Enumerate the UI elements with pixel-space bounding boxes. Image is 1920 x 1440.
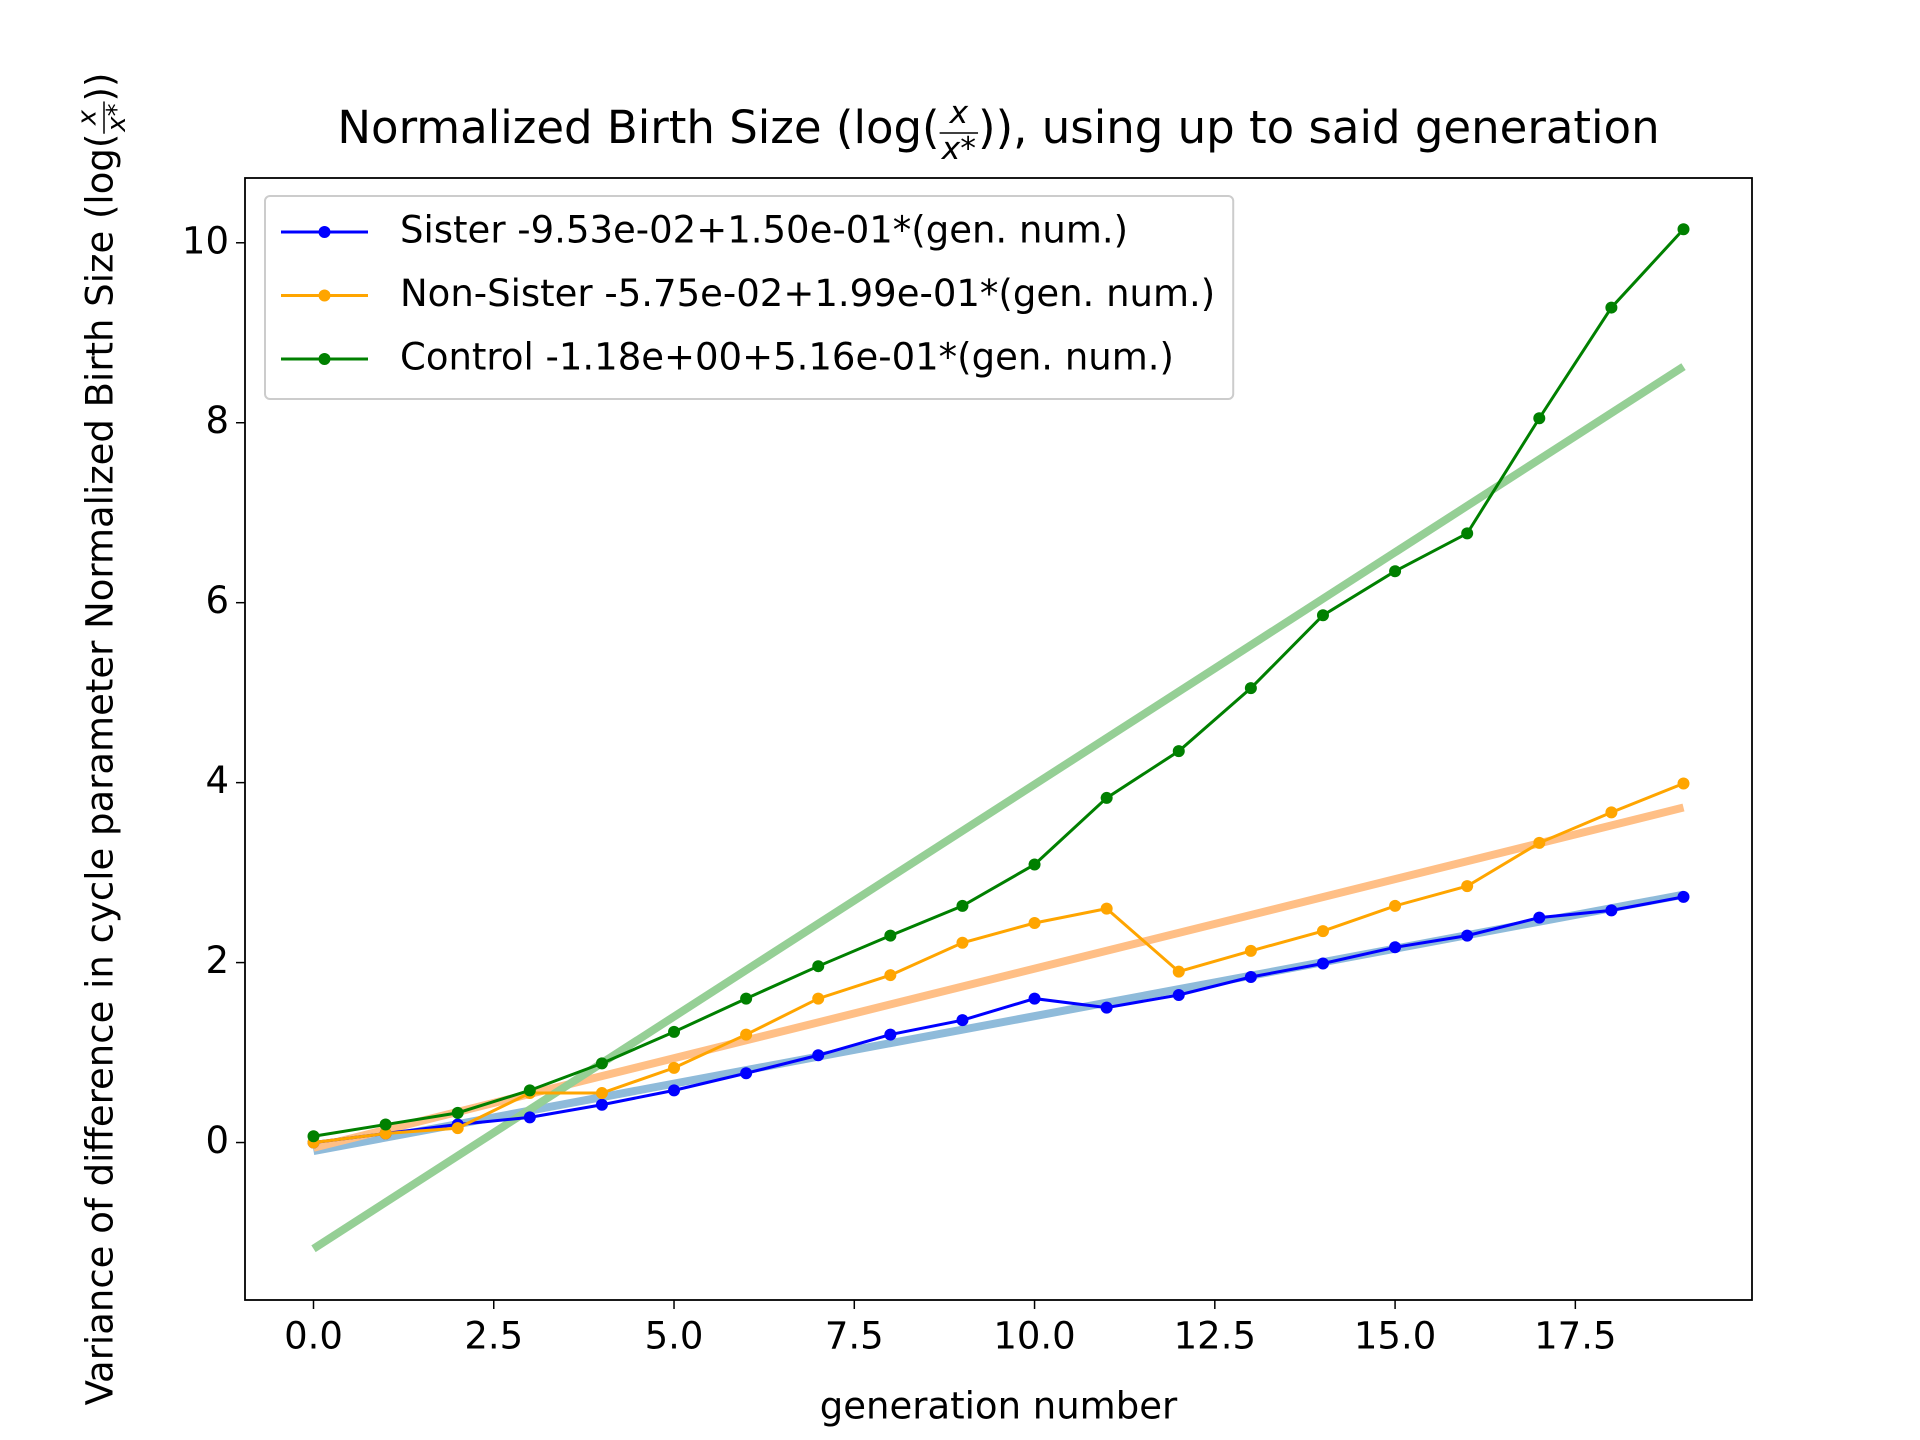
chart-title-prefix: Normalized Birth Size (log( <box>337 101 939 154</box>
y-tick-label: 0 <box>205 1119 229 1162</box>
data-point <box>1389 565 1402 578</box>
data-point <box>1028 858 1041 871</box>
data-point <box>740 992 753 1005</box>
data-point <box>668 1084 681 1097</box>
data-point <box>1533 412 1546 425</box>
x-tick-label: 12.5 <box>1174 1315 1256 1358</box>
data-point <box>740 1067 753 1080</box>
data-point <box>1605 301 1618 314</box>
data-point <box>1461 880 1474 893</box>
data-point <box>1605 904 1618 917</box>
legend-marker <box>318 353 331 365</box>
data-point <box>956 936 969 949</box>
series-line <box>313 895 1684 1145</box>
data-point <box>451 1106 464 1119</box>
data-point <box>884 1028 897 1041</box>
data-point <box>451 1122 464 1135</box>
fit-line <box>312 803 1685 1152</box>
legend-label: Non-Sister -5.75e-02+1.99e-01*(gen. num.… <box>400 272 1215 315</box>
y-axis-label-numerator: x <box>72 109 102 126</box>
data-point <box>1028 917 1041 930</box>
legend-label: Control -1.18e+00+5.16e-01*(gen. num.) <box>400 336 1174 379</box>
x-tick-label: 10.0 <box>993 1315 1075 1358</box>
data-point <box>1389 941 1402 954</box>
legend-marker <box>318 226 331 238</box>
data-point <box>1605 806 1618 819</box>
data-point <box>812 960 825 973</box>
data-point <box>523 1111 536 1124</box>
data-point <box>812 992 825 1005</box>
data-point <box>1677 223 1690 236</box>
data-point <box>1244 970 1257 983</box>
series-line <box>313 782 1685 1145</box>
data-point <box>956 1014 969 1027</box>
y-tick-label: 2 <box>205 939 229 982</box>
data-point <box>1316 957 1329 970</box>
data-point <box>668 1061 681 1074</box>
data-point <box>740 1028 753 1041</box>
data-point <box>595 1087 608 1100</box>
x-tick-label: 0.0 <box>284 1315 343 1358</box>
legend-label: Sister -9.53e-02+1.50e-01*(gen. num.) <box>400 209 1128 252</box>
y-axis-label-suffix: )) <box>79 73 122 102</box>
y-axis-label: Variance of difference in cycle paramete… <box>72 73 132 1406</box>
data-point <box>1172 965 1185 978</box>
data-point <box>1172 988 1185 1001</box>
data-point <box>1100 1001 1113 1014</box>
legend-box <box>264 195 1235 400</box>
data-point <box>812 1049 825 1062</box>
data-point <box>1028 992 1041 1005</box>
chart-title: Normalized Birth Size (log( xx*)), using … <box>337 95 1659 167</box>
x-tick-label: 15.0 <box>1354 1315 1436 1358</box>
data-point <box>1389 899 1402 912</box>
x-tick-label: 5.0 <box>645 1315 704 1358</box>
y-axis-label-group: Variance of difference in cycle paramete… <box>72 73 132 1406</box>
data-point <box>1461 527 1474 540</box>
legend-marker <box>318 289 331 302</box>
data-point <box>668 1025 681 1038</box>
data-point <box>956 899 969 912</box>
chart-title-numerator: x <box>949 95 969 131</box>
data-point <box>884 969 897 982</box>
data-point <box>379 1118 392 1131</box>
data-point <box>1244 682 1257 695</box>
data-point <box>1100 902 1113 915</box>
x-axis-label: generation number <box>820 1385 1178 1428</box>
x-tick-label: 17.5 <box>1534 1315 1616 1358</box>
data-point <box>595 1098 608 1111</box>
chart-title-suffix: )), using up to said generation <box>978 101 1660 154</box>
data-point <box>1677 890 1690 903</box>
data-point <box>1677 777 1690 790</box>
y-tick-label: 8 <box>205 399 229 442</box>
y-tick-label: 6 <box>205 579 229 622</box>
data-point <box>1244 944 1257 957</box>
data-point <box>307 1130 320 1143</box>
data-point <box>1461 929 1474 942</box>
data-point <box>884 929 897 942</box>
plot-area <box>307 223 1690 1253</box>
data-point <box>379 1127 392 1140</box>
data-point <box>595 1057 608 1070</box>
legend: Sister -9.53e-02+1.50e-01*(gen. num.) Non… <box>264 195 1235 400</box>
x-tick-label: 7.5 <box>825 1315 884 1358</box>
y-tick-label: 4 <box>205 759 229 802</box>
data-point <box>1533 911 1546 924</box>
fit-line <box>311 363 1686 1253</box>
series-line <box>313 228 1685 1138</box>
data-point <box>1316 925 1329 938</box>
y-tick-label: 10 <box>182 219 229 262</box>
chart-title-denominator: x* <box>941 131 976 167</box>
axes-frame <box>244 177 1753 1301</box>
data-point <box>1316 609 1329 622</box>
y-axis-label-denominator: x* <box>102 103 132 132</box>
x-tick-label: 2.5 <box>464 1315 523 1358</box>
data-point <box>523 1084 536 1097</box>
data-point <box>1533 836 1546 849</box>
data-point <box>1172 745 1185 758</box>
data-point <box>1100 791 1113 804</box>
y-axis-label-prefix: Variance of difference in cycle paramete… <box>79 134 122 1406</box>
